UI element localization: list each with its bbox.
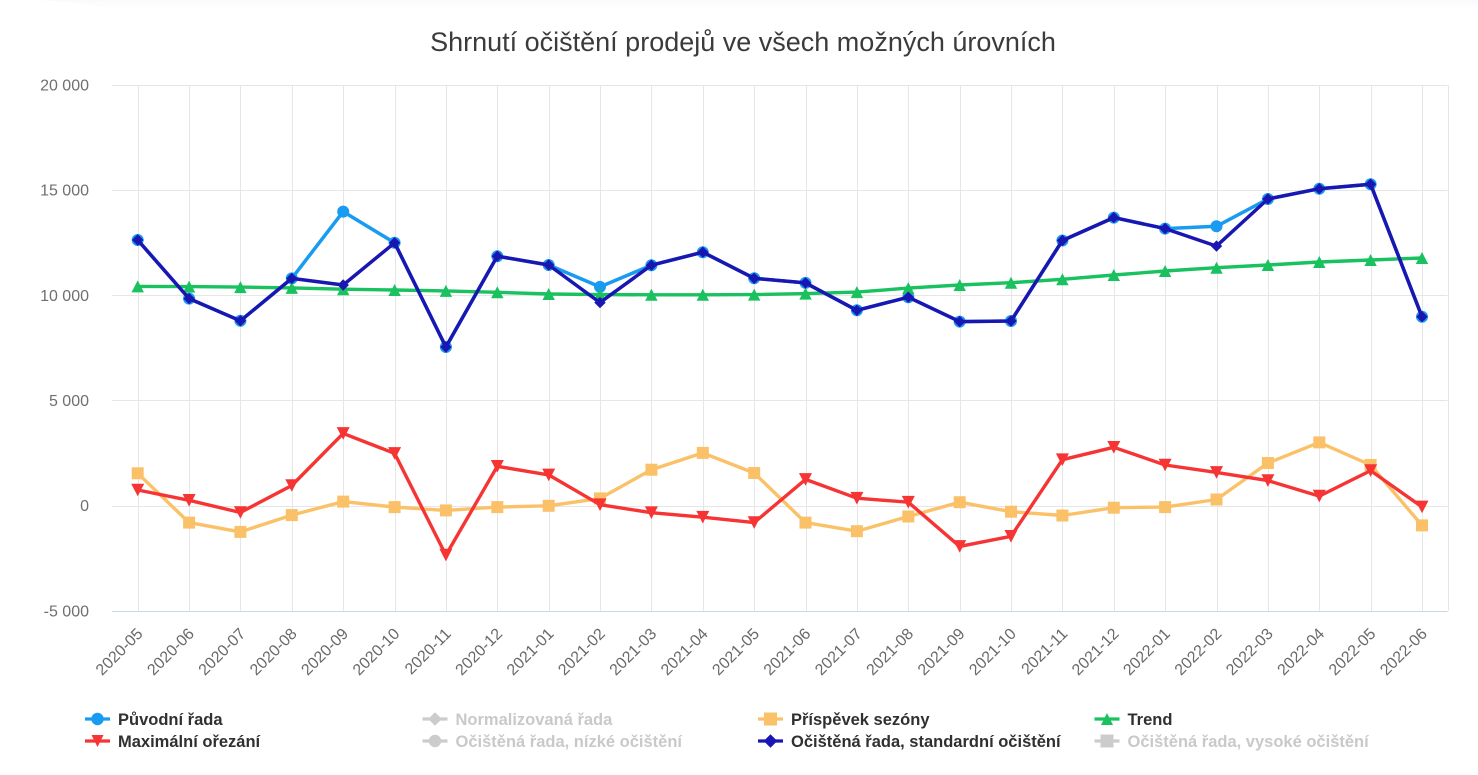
svg-text:2021-12: 2021-12 [1069,625,1123,679]
svg-text:Trend: Trend [1128,711,1173,729]
svg-text:Maximální ořezání: Maximální ořezání [118,733,262,751]
svg-text:2021-09: 2021-09 [915,625,969,679]
svg-text:2022-02: 2022-02 [1172,625,1226,679]
svg-text:2020-11: 2020-11 [402,625,455,678]
svg-text:Očištěná řada, vysoké očištění: Očištěná řada, vysoké očištění [1128,733,1371,751]
svg-text:0: 0 [80,498,89,515]
svg-text:Normalizovaná řada: Normalizovaná řada [456,711,614,729]
svg-text:2020-12: 2020-12 [453,625,507,679]
svg-text:10 000: 10 000 [40,288,89,305]
svg-text:Očištěná řada, nízké očištění: Očištěná řada, nízké očištění [456,733,684,751]
svg-text:2020-08: 2020-08 [247,625,301,679]
svg-text:2022-04: 2022-04 [1275,625,1329,679]
svg-text:Očištěná řada, standardní očiš: Očištěná řada, standardní očištění [791,733,1062,751]
svg-text:2021-04: 2021-04 [658,625,712,679]
svg-text:Shrnutí očištění prodejů ve vš: Shrnutí očištění prodejů ve všech možnýc… [430,27,1056,57]
svg-text:2022-03: 2022-03 [1223,625,1277,679]
svg-text:2022-06: 2022-06 [1377,625,1431,679]
svg-text:2021-11: 2021-11 [1019,625,1072,678]
svg-text:2021-01: 2021-01 [504,625,558,679]
svg-text:20 000: 20 000 [40,78,89,95]
svg-text:2021-03: 2021-03 [607,625,661,679]
svg-text:-5 000: -5 000 [44,603,89,620]
svg-text:2021-10: 2021-10 [966,625,1020,679]
svg-text:2020-09: 2020-09 [298,625,352,679]
svg-text:5 000: 5 000 [49,393,89,410]
svg-text:Příspěvek sezóny: Příspěvek sezóny [791,711,930,729]
svg-text:2020-10: 2020-10 [350,625,404,679]
svg-text:Původní řada: Původní řada [118,711,223,729]
svg-text:2022-05: 2022-05 [1326,625,1380,679]
svg-text:2021-08: 2021-08 [864,625,918,679]
svg-text:2021-05: 2021-05 [709,625,763,679]
svg-text:15 000: 15 000 [40,183,89,200]
svg-text:2021-02: 2021-02 [555,625,609,679]
svg-text:2020-05: 2020-05 [93,625,147,679]
svg-text:2020-06: 2020-06 [144,625,198,679]
svg-text:2021-07: 2021-07 [812,625,866,679]
svg-text:2020-07: 2020-07 [196,625,250,679]
svg-text:2021-06: 2021-06 [761,625,815,679]
svg-text:2022-01: 2022-01 [1120,625,1174,679]
